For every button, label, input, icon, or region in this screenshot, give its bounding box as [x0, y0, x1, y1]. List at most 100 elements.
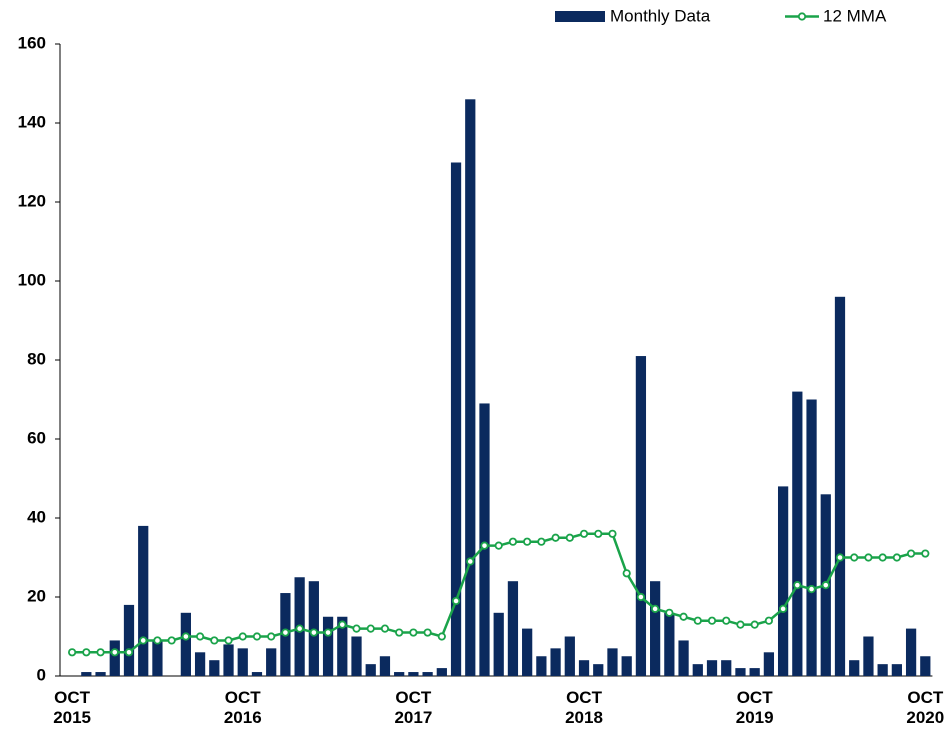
line-marker [722, 616, 731, 625]
line-marker [651, 604, 660, 613]
bar [593, 664, 604, 676]
legend-swatch [555, 11, 605, 22]
line-marker [764, 616, 773, 625]
bar [692, 664, 703, 676]
line-marker [295, 624, 304, 633]
line-marker [693, 616, 702, 625]
bar [891, 664, 902, 676]
bar [81, 672, 92, 676]
line-marker [395, 628, 404, 637]
line-marker [537, 537, 546, 546]
line-marker [466, 557, 475, 566]
line-marker [850, 553, 859, 562]
line-marker [835, 553, 845, 562]
x-tick-label: OCT 2020 [906, 688, 945, 727]
bar [763, 652, 775, 676]
bar [650, 581, 661, 676]
y-tick-label: 20 [27, 586, 46, 605]
line-marker [409, 628, 418, 637]
bar [337, 616, 348, 676]
line-marker [679, 612, 688, 621]
bar [180, 612, 191, 676]
bar [408, 672, 419, 676]
x-tick-label: OCT 2016 [223, 688, 262, 727]
line-marker [622, 569, 631, 578]
line-marker [807, 584, 816, 594]
y-tick-label: 120 [18, 191, 46, 210]
bar [436, 668, 447, 676]
bar [450, 162, 462, 676]
line-marker [480, 541, 489, 550]
y-tick-label: 160 [18, 33, 46, 52]
bar [806, 399, 817, 676]
bar [394, 672, 405, 676]
line-marker [579, 529, 589, 538]
line-marker [750, 620, 759, 629]
bar [550, 648, 561, 676]
bar [123, 604, 135, 676]
line-marker [309, 628, 318, 637]
line-marker [565, 533, 574, 542]
bar [251, 672, 263, 676]
line-marker [636, 592, 646, 602]
bar [109, 640, 120, 676]
bar [237, 648, 248, 676]
line-marker [252, 632, 262, 641]
bar [465, 99, 476, 677]
y-tick-label: 60 [27, 428, 46, 447]
line-marker [68, 648, 77, 657]
line-marker [210, 636, 219, 645]
bar [849, 660, 860, 676]
bar [223, 644, 234, 676]
line-marker [380, 624, 390, 633]
line-marker [821, 581, 830, 590]
bar [422, 672, 433, 676]
bar [365, 664, 376, 676]
line-marker [281, 628, 290, 637]
y-tick-label: 80 [27, 349, 46, 368]
line-marker [167, 636, 176, 645]
bar [522, 628, 533, 676]
bar [678, 640, 689, 676]
line-marker [366, 624, 375, 633]
bar [607, 648, 618, 676]
line-marker [494, 541, 503, 550]
y-tick-label: 0 [37, 665, 46, 684]
line-marker [779, 604, 788, 613]
line-marker [352, 624, 361, 633]
line-marker [707, 616, 717, 625]
line-marker [878, 553, 887, 562]
line-marker [594, 529, 603, 538]
line-marker [508, 537, 518, 546]
line-marker [96, 648, 105, 657]
bar [721, 660, 732, 676]
line-marker [338, 620, 347, 629]
bar [507, 581, 519, 676]
bar [266, 648, 277, 676]
bar [152, 640, 163, 676]
x-tick-label: OCT 2015 [53, 688, 92, 727]
line-marker [124, 648, 134, 657]
bar [877, 664, 888, 676]
legend-label: Monthly Data [610, 6, 711, 25]
line-marker [906, 549, 916, 558]
line-marker [153, 636, 162, 645]
legend-marker [797, 12, 807, 21]
bar [95, 672, 106, 676]
line-marker [139, 636, 148, 645]
bar [905, 628, 917, 676]
line-marker [195, 632, 205, 641]
y-tick-label: 40 [27, 507, 46, 526]
bar [209, 660, 220, 676]
y-tick-label: 100 [18, 270, 46, 289]
line-marker [181, 632, 190, 641]
bar [792, 391, 803, 676]
bar [834, 296, 846, 676]
line-marker [451, 596, 461, 606]
line-marker [736, 620, 745, 629]
x-tick-label: OCT 2019 [735, 688, 774, 727]
bar [194, 652, 206, 676]
bar [664, 612, 675, 676]
